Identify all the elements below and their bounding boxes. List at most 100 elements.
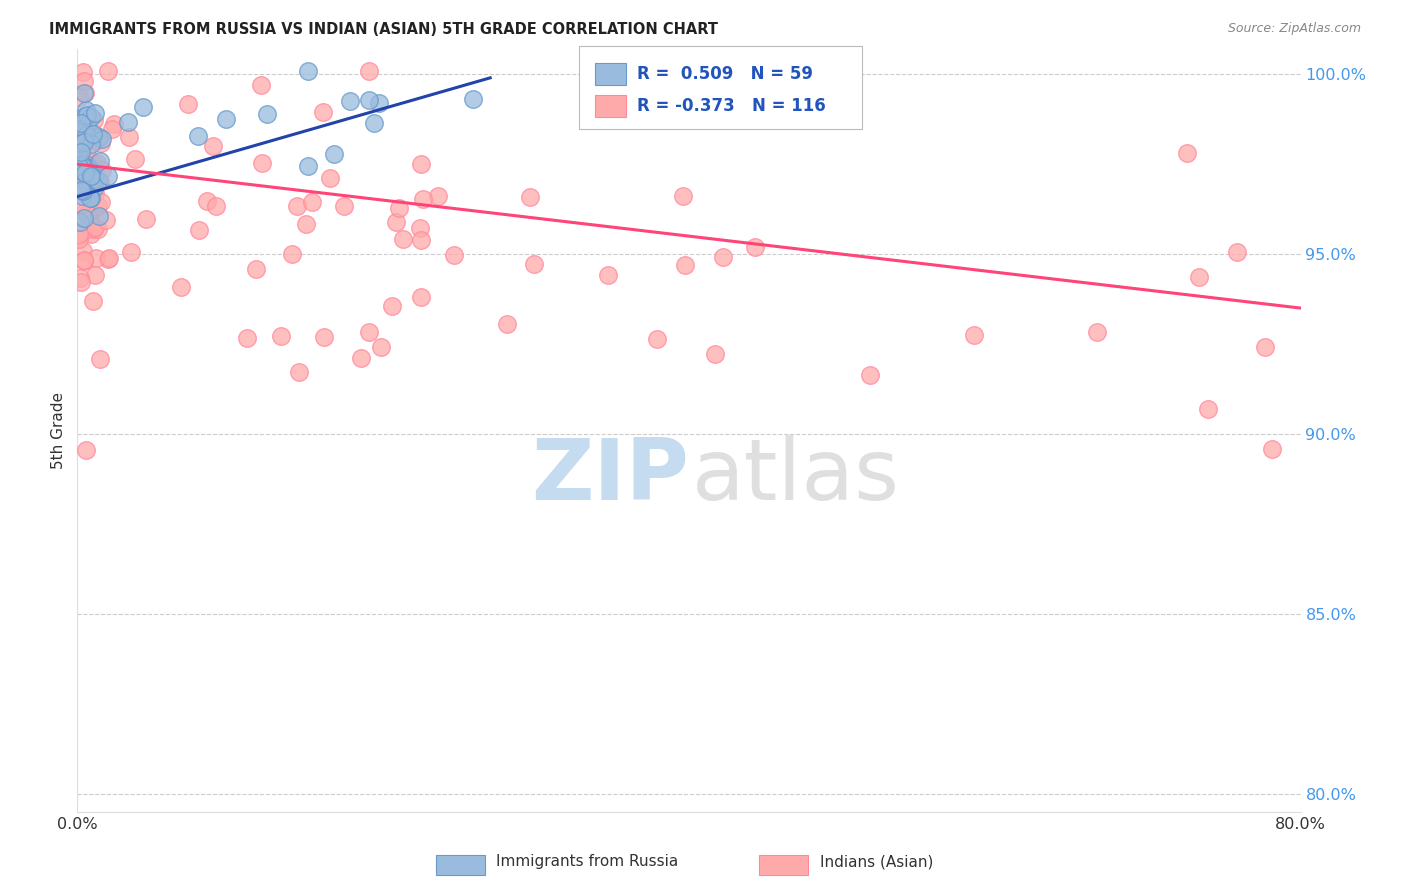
Point xyxy=(359,63,381,78)
Point xyxy=(132,100,155,114)
Point xyxy=(72,244,94,258)
Point xyxy=(83,186,105,200)
Point xyxy=(75,177,97,191)
Point xyxy=(287,365,309,379)
Point xyxy=(67,134,90,148)
Point xyxy=(388,201,411,215)
Point xyxy=(70,275,93,289)
Point xyxy=(89,352,111,367)
Point xyxy=(495,317,517,331)
Point xyxy=(523,257,546,271)
Point xyxy=(91,132,114,146)
Point xyxy=(97,169,120,183)
Point xyxy=(69,184,91,198)
Point xyxy=(70,145,93,159)
Point xyxy=(69,183,91,197)
Point xyxy=(98,251,121,265)
Point xyxy=(187,128,209,143)
Point xyxy=(118,129,141,144)
Point xyxy=(135,212,157,227)
Y-axis label: 5th Grade: 5th Grade xyxy=(51,392,66,469)
Point xyxy=(89,154,111,169)
Point xyxy=(319,171,342,186)
Point xyxy=(359,325,381,339)
Point xyxy=(245,262,267,277)
Point xyxy=(76,188,98,202)
Point xyxy=(67,231,90,245)
Point xyxy=(79,227,101,241)
Point xyxy=(83,106,105,120)
Point xyxy=(215,112,238,126)
Point xyxy=(79,191,101,205)
Point xyxy=(411,157,433,171)
Point xyxy=(76,103,98,117)
Point xyxy=(69,136,91,150)
Text: ZIP: ZIP xyxy=(531,434,689,517)
Point xyxy=(357,93,380,107)
Point xyxy=(75,165,97,179)
Point xyxy=(91,162,114,177)
Point xyxy=(89,130,111,145)
Point xyxy=(80,169,103,183)
Point xyxy=(90,195,112,210)
Point xyxy=(79,137,101,152)
Text: Immigrants from Russia: Immigrants from Russia xyxy=(496,855,679,869)
Point xyxy=(70,136,93,151)
Point xyxy=(409,220,432,235)
Point xyxy=(73,135,96,149)
Point xyxy=(83,172,105,186)
Point xyxy=(1085,325,1108,339)
Point xyxy=(703,347,725,361)
Point xyxy=(75,166,97,180)
Point xyxy=(72,211,94,225)
Point xyxy=(82,127,104,141)
Point xyxy=(323,147,346,161)
Point xyxy=(76,158,98,172)
Text: R = -0.373   N = 116: R = -0.373 N = 116 xyxy=(637,97,825,115)
Point xyxy=(1197,401,1219,416)
Point xyxy=(187,223,209,237)
Point xyxy=(672,189,695,203)
Point xyxy=(79,170,101,185)
Point xyxy=(285,199,308,213)
Point xyxy=(73,74,96,88)
Point xyxy=(73,86,96,100)
Point xyxy=(1260,442,1282,457)
Point xyxy=(79,166,101,180)
Point xyxy=(645,332,668,346)
Point xyxy=(83,112,105,127)
Point xyxy=(75,161,97,176)
Point xyxy=(596,268,619,282)
Point xyxy=(73,252,96,267)
Point xyxy=(77,161,100,176)
Point xyxy=(75,128,97,142)
Point xyxy=(80,203,103,218)
Point xyxy=(87,199,110,213)
Point xyxy=(252,156,274,170)
Point xyxy=(381,299,404,313)
Point xyxy=(67,144,90,158)
Point xyxy=(170,279,193,293)
Point xyxy=(519,190,541,204)
Point xyxy=(249,78,271,93)
Point xyxy=(89,173,111,187)
Point xyxy=(86,156,108,170)
Point xyxy=(84,133,107,147)
Point xyxy=(73,205,96,219)
Point xyxy=(443,248,465,262)
Point xyxy=(70,197,93,211)
Point xyxy=(76,148,98,162)
Point xyxy=(120,245,142,260)
Point xyxy=(270,329,292,343)
Point xyxy=(392,232,415,246)
Point xyxy=(70,122,93,136)
Point xyxy=(79,182,101,196)
Point xyxy=(72,65,94,79)
Point xyxy=(101,121,124,136)
Point xyxy=(963,328,986,343)
Point xyxy=(69,146,91,161)
Point xyxy=(83,220,105,235)
Point xyxy=(297,63,319,78)
Point xyxy=(73,109,96,123)
Point xyxy=(86,251,108,265)
